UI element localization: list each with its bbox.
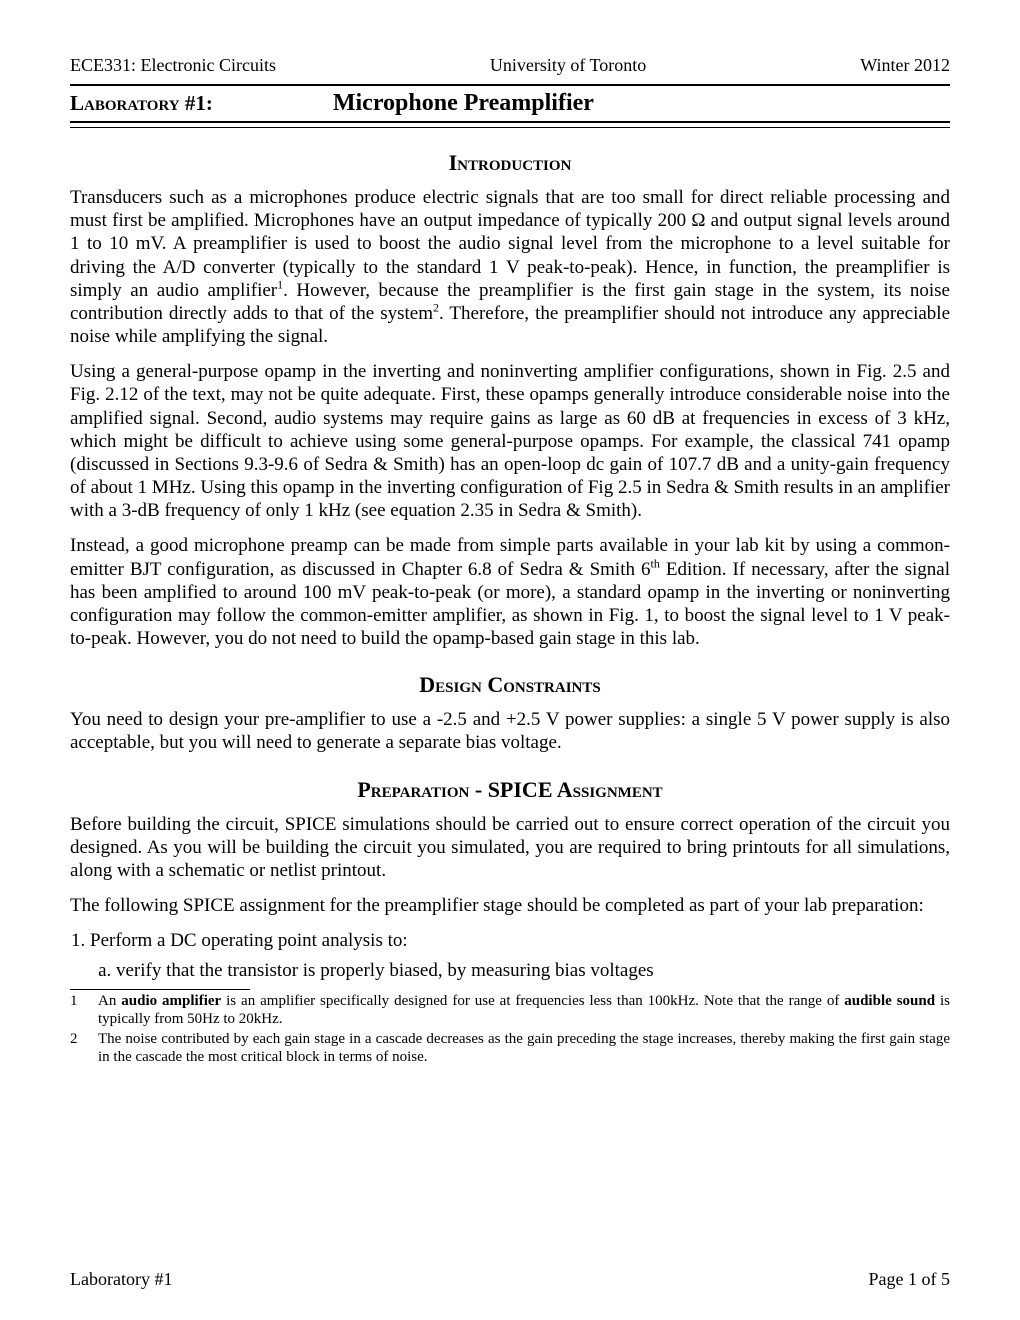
running-header: ECE331: Electronic Circuits University o… <box>70 55 950 76</box>
footnote-2: 2 The noise contributed by each gain sta… <box>70 1030 950 1066</box>
footnotes: 1 An audio amplifier is an amplifier spe… <box>70 992 950 1066</box>
header-left: ECE331: Electronic Circuits <box>70 55 276 76</box>
footnote-1-number: 1 <box>70 992 98 1028</box>
prep-paragraph-1: Before building the circuit, SPICE simul… <box>70 813 950 883</box>
header-right: Winter 2012 <box>860 55 950 76</box>
prep-item-1a: verify that the transistor is properly b… <box>116 959 950 983</box>
prep-item-1-text: Perform a DC operating point analysis to… <box>90 930 408 951</box>
fn1-a: An <box>98 993 121 1009</box>
footer-left: Laboratory #1 <box>70 1269 172 1290</box>
footnote-2-text: The noise contributed by each gain stage… <box>98 1030 950 1066</box>
prep-sublist: verify that the transistor is properly b… <box>90 959 950 983</box>
lab-label: Laboratory #1: <box>70 91 213 116</box>
heading-preparation: Preparation - SPICE Assignment <box>70 777 950 803</box>
intro-paragraph-2: Using a general-purpose opamp in the inv… <box>70 360 950 522</box>
heading-design-constraints: Design Constraints <box>70 672 950 698</box>
running-footer: Laboratory #1 Page 1 of 5 <box>70 1269 950 1290</box>
rule-title-upper <box>70 121 950 123</box>
fn1-bold-1: audio amplifier <box>121 993 221 1009</box>
footnote-1-text: An audio amplifier is an amplifier speci… <box>98 992 950 1028</box>
footnote-separator <box>70 989 250 990</box>
rule-top <box>70 84 950 86</box>
fn1-b: is an amplifier specifically designed fo… <box>221 993 844 1009</box>
footer-right: Page 1 of 5 <box>869 1269 950 1290</box>
footnote-1: 1 An audio amplifier is an amplifier spe… <box>70 992 950 1028</box>
intro-paragraph-1: Transducers such as a microphones produc… <box>70 186 950 348</box>
prep-list: Perform a DC operating point analysis to… <box>70 929 950 983</box>
lab-title: Microphone Preamplifier <box>333 90 594 117</box>
title-row: Laboratory #1: Microphone Preamplifier <box>70 90 950 117</box>
prep-item-1: Perform a DC operating point analysis to… <box>90 929 950 983</box>
prep-paragraph-2: The following SPICE assignment for the p… <box>70 894 950 917</box>
edition-suffix: th <box>650 556 659 570</box>
fn1-bold-2: audible sound <box>844 993 935 1009</box>
intro-paragraph-3: Instead, a good microphone preamp can be… <box>70 534 950 650</box>
design-paragraph-1: You need to design your pre-amplifier to… <box>70 708 950 754</box>
rule-title-lower <box>70 127 950 128</box>
page: ECE331: Electronic Circuits University o… <box>0 0 1020 1320</box>
footnote-2-number: 2 <box>70 1030 98 1066</box>
heading-introduction: Introduction <box>70 150 950 176</box>
header-center: University of Toronto <box>490 55 646 76</box>
